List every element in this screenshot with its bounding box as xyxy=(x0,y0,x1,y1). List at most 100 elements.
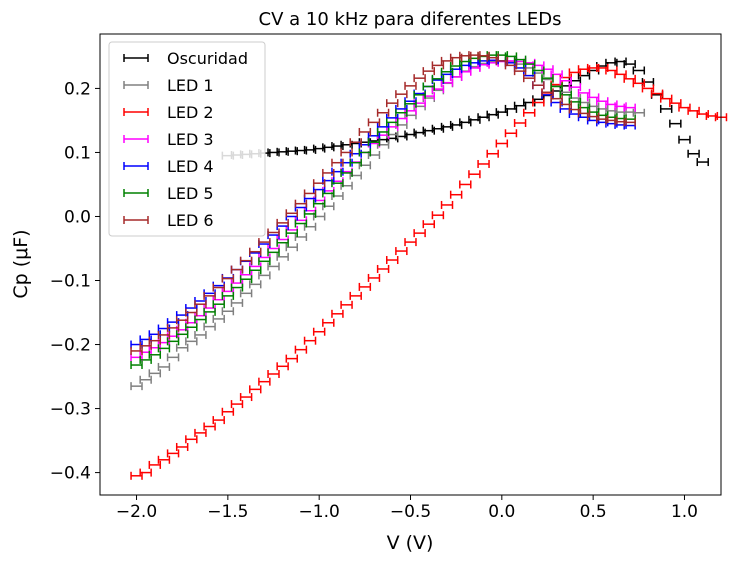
data-point xyxy=(659,94,673,103)
data-point xyxy=(230,265,244,274)
legend-label: LED 3 xyxy=(167,130,214,149)
data-point xyxy=(303,209,317,218)
data-point xyxy=(367,118,381,127)
data-point xyxy=(669,99,682,108)
data-point xyxy=(413,229,426,238)
legend-entry: LED 3 xyxy=(123,130,214,149)
data-point xyxy=(659,104,673,113)
data-point xyxy=(322,318,335,327)
data-point xyxy=(203,422,216,431)
data-point xyxy=(185,435,198,444)
data-point xyxy=(559,76,572,85)
data-point xyxy=(632,79,646,88)
data-point xyxy=(386,99,399,108)
data-point xyxy=(185,323,198,332)
data-point xyxy=(513,67,527,76)
data-point xyxy=(239,275,253,284)
data-point xyxy=(322,189,335,198)
data-point xyxy=(669,119,682,128)
y-tick-label: −0.4 xyxy=(50,464,91,484)
data-point xyxy=(230,400,244,409)
data-point xyxy=(449,62,463,71)
legend-entry: LED 1 xyxy=(123,76,214,95)
x-tick-label: −2.0 xyxy=(116,502,157,522)
data-point xyxy=(239,289,253,298)
data-point xyxy=(696,158,709,167)
data-point xyxy=(258,271,271,280)
plot-area xyxy=(130,51,728,480)
data-point xyxy=(367,273,381,282)
data-point xyxy=(139,355,152,364)
data-point xyxy=(504,61,518,70)
data-point xyxy=(532,81,545,90)
data-point xyxy=(166,337,180,346)
data-point xyxy=(522,60,536,69)
y-tick-label: 0.0 xyxy=(64,207,91,227)
data-point xyxy=(367,138,381,147)
data-point xyxy=(166,323,180,332)
data-point xyxy=(175,343,189,352)
legend: Oscuridad LED 1 LED 2 LED 3 LED 4 LED 5 LED 6 xyxy=(108,41,266,237)
data-point xyxy=(267,228,280,237)
data-point xyxy=(440,200,454,209)
data-point xyxy=(148,460,162,469)
legend-entry: Oscuridad xyxy=(123,49,248,68)
data-point xyxy=(230,283,244,292)
legend-entry: LED 6 xyxy=(123,211,214,230)
data-point xyxy=(285,354,299,363)
data-point xyxy=(513,55,527,64)
y-tick-label: −0.1 xyxy=(50,272,91,292)
data-point xyxy=(276,218,289,227)
data-point xyxy=(312,327,326,336)
data-point xyxy=(431,61,445,70)
data-point xyxy=(331,309,344,318)
data-point xyxy=(221,307,235,316)
legend-entry: LED 5 xyxy=(123,184,214,203)
data-point xyxy=(175,442,189,451)
data-point xyxy=(614,70,627,79)
data-point xyxy=(358,282,372,291)
data-point xyxy=(349,158,362,167)
y-tick-label: −0.3 xyxy=(50,400,91,420)
data-point xyxy=(130,361,143,370)
data-point xyxy=(312,179,326,188)
data-point xyxy=(267,369,280,378)
x-axis-label: V (V) xyxy=(387,532,434,554)
legend-entry: LED 2 xyxy=(123,103,214,122)
data-point xyxy=(130,382,143,391)
legend-label: LED 2 xyxy=(167,103,214,122)
data-point xyxy=(303,336,317,345)
data-point xyxy=(294,219,308,228)
data-point xyxy=(386,256,399,265)
series-led-6 xyxy=(130,51,636,355)
data-point xyxy=(495,56,509,65)
data-point xyxy=(358,148,372,157)
data-point xyxy=(486,149,499,158)
x-axis: −2.0 −1.5 −1.0 −0.5 0.0 0.5 1.0 xyxy=(116,495,698,522)
data-point xyxy=(623,74,636,83)
data-point xyxy=(386,118,399,127)
data-point xyxy=(221,274,235,283)
data-point xyxy=(148,350,162,359)
data-point xyxy=(495,139,509,148)
data-point xyxy=(422,67,435,76)
data-point xyxy=(166,449,180,458)
y-tick-label: −0.2 xyxy=(50,336,91,356)
data-point xyxy=(504,129,518,138)
data-point xyxy=(358,127,372,136)
data-point xyxy=(632,66,646,75)
data-point xyxy=(376,108,390,117)
data-point xyxy=(404,238,417,247)
data-point xyxy=(541,88,554,97)
data-point xyxy=(623,60,636,69)
data-point xyxy=(194,428,207,437)
data-point xyxy=(395,247,408,256)
x-tick-label: −1.5 xyxy=(207,502,248,522)
data-point xyxy=(513,118,527,127)
data-point xyxy=(212,416,225,425)
data-point xyxy=(395,90,408,99)
data-point xyxy=(404,99,417,108)
data-point xyxy=(687,149,700,158)
data-point xyxy=(331,179,344,188)
